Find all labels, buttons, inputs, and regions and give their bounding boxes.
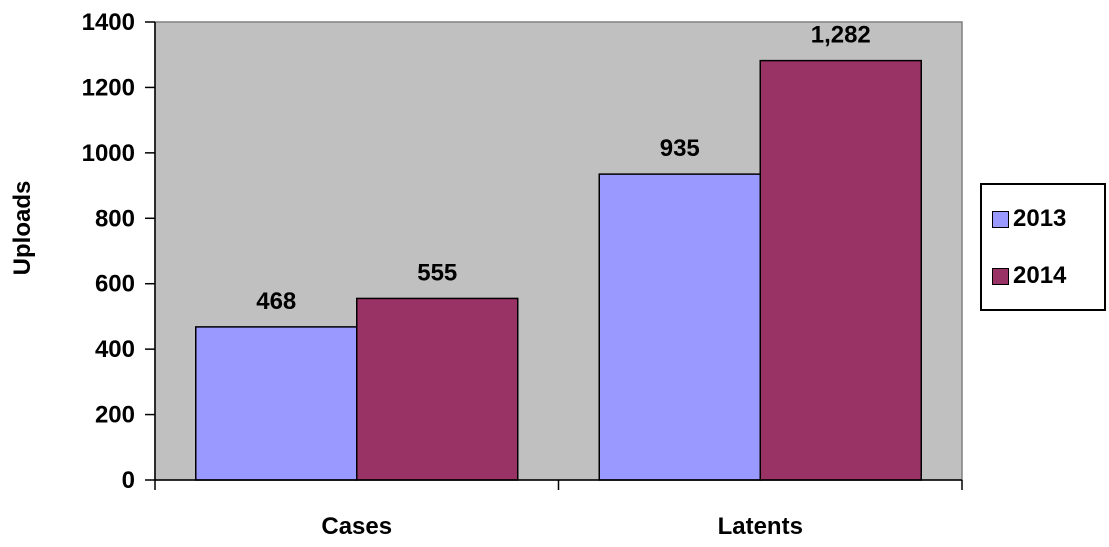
axes-layer: Cases Latents 0 200 400 600 800 1000 1200 1400 — [82, 9, 963, 540]
y-tick-label-1200: 1200 — [82, 74, 135, 101]
bar-cases-2013 — [195, 326, 358, 481]
y-tick-label-1000: 1000 — [82, 140, 135, 167]
data-label-cases-2014: 555 — [417, 259, 457, 286]
legend-item-2014: 2014 — [992, 261, 1066, 291]
y-tick-label-800: 800 — [95, 205, 135, 232]
data-labels-layer: 468 555 935 1,282 — [256, 22, 871, 315]
y-tick-label-400: 400 — [95, 336, 135, 363]
legend-swatch-2013 — [992, 210, 1009, 228]
data-label-cases-2013: 468 — [256, 288, 296, 315]
bar-cases-2014 — [356, 297, 519, 481]
legend-label-2014: 2014 — [1013, 262, 1067, 289]
y-tick-label-0: 0 — [122, 467, 135, 494]
y-axis-title: Uploads — [9, 181, 36, 276]
x-tick-label-cases: Cases — [321, 513, 392, 540]
data-label-latents-2014: 1,282 — [811, 22, 871, 49]
legend: 2013 2014 — [980, 183, 1106, 311]
bars-layer — [195, 59, 922, 481]
legend-swatch-2014 — [992, 267, 1009, 285]
bar-latents-2013 — [598, 173, 761, 481]
y-tick-label-200: 200 — [95, 402, 135, 429]
data-label-latents-2013: 935 — [660, 135, 700, 162]
legend-label-2013: 2013 — [1013, 205, 1067, 232]
legend-item-2013: 2013 — [992, 204, 1066, 234]
y-tick-label-1400: 1400 — [82, 9, 135, 36]
bar-latents-2014 — [759, 59, 922, 481]
x-tick-label-latents: Latents — [718, 513, 803, 540]
y-tick-label-600: 600 — [95, 271, 135, 298]
